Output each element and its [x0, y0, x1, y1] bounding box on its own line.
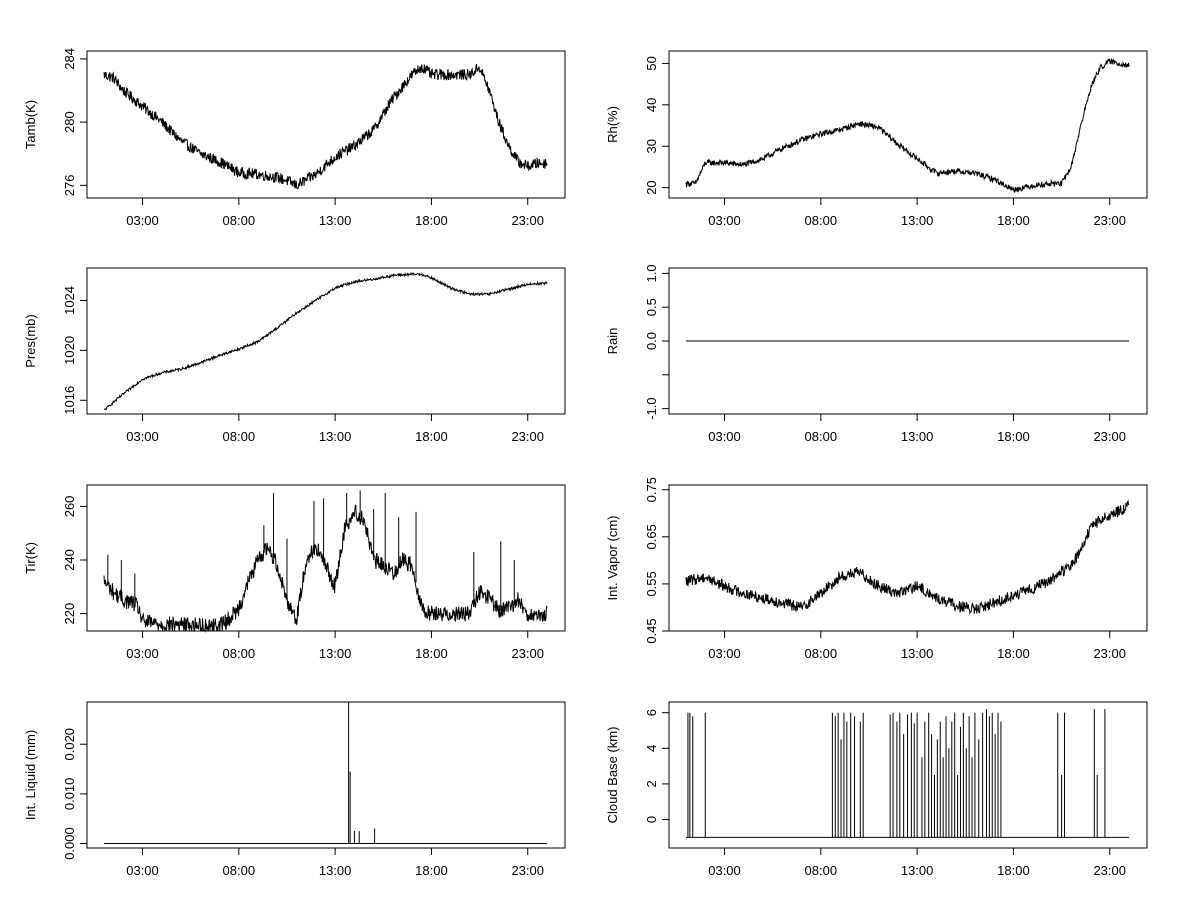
y-tick-label-rain: -1.0 — [644, 397, 659, 419]
plot-frame-rh — [668, 50, 1148, 199]
plot-frame-tamb — [86, 50, 566, 199]
plot-frame-tir — [86, 484, 566, 632]
y-tick-label-cloud: 0 — [644, 816, 659, 823]
x-tick-label-tir: 08:00 — [223, 646, 256, 661]
y-tick-label-vapor: 0.45 — [644, 618, 659, 643]
y-tick-label-rain: 0.5 — [644, 298, 659, 316]
y-tick-label-cloud: 4 — [644, 745, 659, 752]
series-line-rh — [685, 57, 1130, 194]
x-tick-label-rain: 13:00 — [901, 429, 934, 444]
x-tick-label-cloud: 23:00 — [1093, 863, 1126, 878]
x-tick-label-liquid: 08:00 — [223, 863, 256, 878]
y-tick-label-rh: 50 — [644, 56, 659, 70]
y-tick-label-cloud: 2 — [644, 780, 659, 787]
x-tick-label-rain: 23:00 — [1093, 429, 1126, 444]
x-tick-label-tamb: 08:00 — [223, 213, 256, 228]
y-tick-label-tamb: 276 — [62, 175, 77, 197]
y-tick-label-tir: 260 — [62, 496, 77, 518]
x-tick-label-tir: 23:00 — [511, 646, 544, 661]
y-axis-label-tamb: Tamb(K) — [23, 100, 38, 149]
x-tick-label-liquid: 23:00 — [511, 863, 544, 878]
panel-rain: 03:00 08:00 13:00 18:00 23:00 -1.0 0.0 0.5 1.0 Ra… — [605, 264, 1148, 444]
x-tick-label-vapor: 03:00 — [708, 646, 741, 661]
y-tick-label-liquid: 0.000 — [62, 827, 77, 860]
y-tick-label-rain: 0.0 — [644, 332, 659, 350]
x-tick-label-pres: 13:00 — [319, 429, 352, 444]
y-tick-label-rh: 20 — [644, 180, 659, 194]
y-tick-label-rh: 30 — [644, 139, 659, 153]
x-tick-label-vapor: 23:00 — [1093, 646, 1126, 661]
y-axis-label-liquid: Int. Liquid (mm) — [23, 730, 38, 820]
x-tick-label-pres: 23:00 — [511, 429, 544, 444]
y-tick-label-vapor: 0.75 — [644, 477, 659, 502]
x-tick-label-liquid: 13:00 — [319, 863, 352, 878]
x-tick-label-tamb: 23:00 — [511, 213, 544, 228]
y-tick-label-tamb: 284 — [62, 48, 77, 70]
x-tick-label-rain: 08:00 — [805, 429, 838, 444]
y-tick-label-tir: 220 — [62, 603, 77, 625]
y-axis-label-vapor: Int. Vapor (cm) — [605, 515, 620, 600]
x-tick-label-rain: 03:00 — [708, 429, 741, 444]
panel-tir: 03:00 08:00 13:00 18:00 23:00 220 240 260 Tir(K) — [23, 484, 566, 661]
y-tick-label-tir: 240 — [62, 549, 77, 571]
y-tick-label-tamb: 280 — [62, 111, 77, 133]
x-tick-label-pres: 18:00 — [415, 429, 448, 444]
x-tick-label-vapor: 13:00 — [901, 646, 934, 661]
y-tick-label-vapor: 0.65 — [644, 524, 659, 549]
panel-rh: 03:00 08:00 13:00 18:00 23:00 20 30 40 50 Rh(%) — [605, 50, 1148, 228]
x-tick-label-rh: 03:00 — [708, 213, 741, 228]
panel-liquid: 03:00 08:00 13:00 18:00 23:00 0.000 0.010 0.020… — [23, 701, 566, 878]
series-line-tamb — [103, 63, 548, 190]
y-tick-label-pres: 1016 — [62, 386, 77, 415]
plot-frame-liquid — [86, 701, 566, 849]
x-tick-label-cloud: 03:00 — [708, 863, 741, 878]
y-tick-label-pres: 1020 — [62, 336, 77, 365]
panel-tamb: 03:00 08:00 13:00 18:00 23:00 276 280 284 Tamb(K… — [23, 48, 566, 228]
x-tick-label-cloud: 13:00 — [901, 863, 934, 878]
y-axis-label-cloud: Cloud Base (km) — [605, 727, 620, 824]
x-tick-label-pres: 03:00 — [126, 429, 159, 444]
plot-frame-cloud — [668, 701, 1148, 849]
y-tick-label-liquid: 0.010 — [62, 778, 77, 811]
x-tick-label-liquid: 18:00 — [415, 863, 448, 878]
y-axis-label-rain: Rain — [605, 328, 620, 355]
panel-pres: 03:00 08:00 13:00 18:00 23:00 1016 1020 1024 Pre… — [23, 267, 566, 444]
series-line-pres — [103, 271, 548, 411]
x-tick-label-cloud: 08:00 — [805, 863, 838, 878]
x-tick-label-tir: 18:00 — [415, 646, 448, 661]
y-tick-label-liquid: 0.020 — [62, 728, 77, 761]
x-tick-label-rain: 18:00 — [997, 429, 1030, 444]
x-tick-label-tir: 03:00 — [126, 646, 159, 661]
y-tick-label-pres: 1024 — [62, 286, 77, 315]
plot-frame-vapor — [668, 484, 1148, 632]
series-line-vapor — [685, 499, 1130, 615]
x-tick-label-tir: 13:00 — [319, 646, 352, 661]
y-tick-label-rain: 1.0 — [644, 264, 659, 282]
x-tick-label-tamb: 18:00 — [415, 213, 448, 228]
y-tick-label-vapor: 0.55 — [644, 571, 659, 596]
x-tick-label-rh: 13:00 — [901, 213, 934, 228]
x-tick-label-rh: 23:00 — [1093, 213, 1126, 228]
panel-cloud: 03:00 08:00 13:00 18:00 23:00 0 2 4 6 Cloud Base … — [605, 701, 1148, 878]
panel-vapor: 03:00 08:00 13:00 18:00 23:00 0.45 0.55 0.65 0.7… — [605, 477, 1148, 661]
series-line-tir — [103, 504, 548, 633]
x-tick-label-rh: 18:00 — [997, 213, 1030, 228]
x-tick-label-vapor: 18:00 — [997, 646, 1030, 661]
plot-frame-pres — [86, 267, 566, 415]
y-axis-label-pres: Pres(mb) — [23, 314, 38, 367]
x-tick-label-rh: 08:00 — [805, 213, 838, 228]
x-tick-label-tamb: 03:00 — [126, 213, 159, 228]
y-tick-label-rh: 40 — [644, 98, 659, 112]
y-axis-label-rh: Rh(%) — [605, 106, 620, 143]
x-tick-label-vapor: 08:00 — [805, 646, 838, 661]
y-tick-label-cloud: 6 — [644, 709, 659, 716]
y-axis-label-tir: Tir(K) — [23, 542, 38, 574]
x-tick-label-cloud: 18:00 — [997, 863, 1030, 878]
x-tick-label-pres: 08:00 — [223, 429, 256, 444]
x-tick-label-liquid: 03:00 — [126, 863, 159, 878]
x-tick-label-tamb: 13:00 — [319, 213, 352, 228]
